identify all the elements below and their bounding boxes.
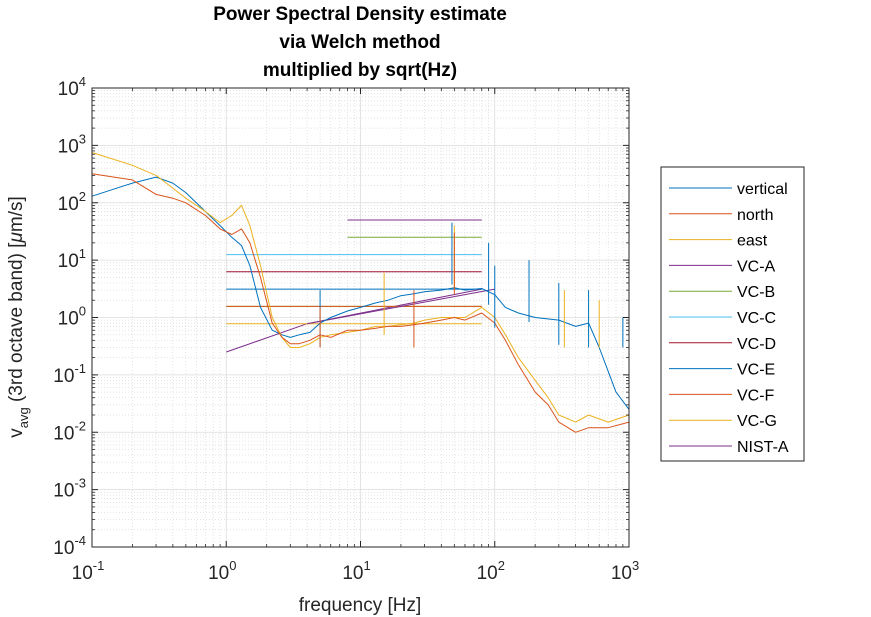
y-axis-label: vavg (3rd octave band) [μm/s] (6, 196, 31, 438)
y-tick-label: 10-1 (53, 361, 86, 387)
legend-label-vc-b: VC-B (737, 284, 775, 301)
x-tick-label: 10-1 (72, 558, 105, 584)
legend-label-north: north (737, 207, 773, 224)
criterion-line (307, 288, 495, 325)
chart-title: Power Spectral Density estimate via Welc… (213, 4, 507, 81)
title-line-3: multiplied by sqrt(Hz) (263, 60, 457, 81)
legend-label-vc-f: VC-F (737, 387, 775, 404)
legend-label-east: east (737, 233, 768, 250)
series-line-vertical (91, 176, 630, 410)
y-axis-label-sub: avg (16, 407, 31, 428)
legend: vertical north east VC-A VC-B VC-C VC-D VC-E VC-… (660, 166, 805, 462)
legend-label-vc-g: VC-G (737, 413, 777, 430)
y-tick-label: 10-2 (53, 418, 86, 444)
x-tick-label: 103 (611, 558, 639, 584)
series-layer (91, 152, 630, 433)
title-line-1: Power Spectral Density estimate (213, 4, 507, 25)
y-tick-label: 10-3 (53, 476, 86, 502)
y-tick-label: 10-4 (53, 533, 86, 559)
y-tick-label: 104 (58, 74, 86, 100)
legend-label-vc-d: VC-D (737, 336, 776, 353)
minor-grid (92, 88, 629, 547)
x-tick-labels: 10-1 100 101 102 103 (72, 558, 640, 584)
tick-marks (91, 87, 630, 548)
x-axis-label: frequency [Hz] (299, 595, 422, 616)
legend-entries: vertical north east VC-A VC-B VC-C VC-D VC-E VC-… (669, 181, 789, 456)
y-axis-label-main: v (6, 428, 27, 438)
y-axis-label-mu: μ (6, 232, 27, 244)
title-line-2: via Welch method (279, 32, 440, 53)
legend-label-nist-a: NIST-A (737, 439, 789, 456)
legend-box (660, 166, 805, 462)
legend-label-vc-a: VC-A (737, 258, 776, 275)
y-axis-label-unit: m/s] (6, 196, 27, 232)
x-tick-label: 101 (342, 558, 370, 584)
series-line-north (91, 173, 630, 433)
legend-label-vc-e: VC-E (737, 362, 775, 379)
x-tick-label: 100 (208, 558, 236, 584)
y-tick-label: 101 (58, 246, 86, 272)
y-tick-label: 102 (58, 189, 86, 215)
y-tick-label: 100 (58, 304, 86, 330)
y-axis-label-rest: (3rd octave band) [ (6, 242, 27, 407)
y-tick-labels: 10-4 10-3 10-2 10-1 100 101 102 103 104 (53, 74, 86, 559)
y-tick-label: 103 (58, 131, 86, 157)
legend-label-vc-c: VC-C (737, 310, 776, 327)
x-tick-label: 102 (477, 558, 505, 584)
legend-label-vertical: vertical (737, 181, 788, 198)
